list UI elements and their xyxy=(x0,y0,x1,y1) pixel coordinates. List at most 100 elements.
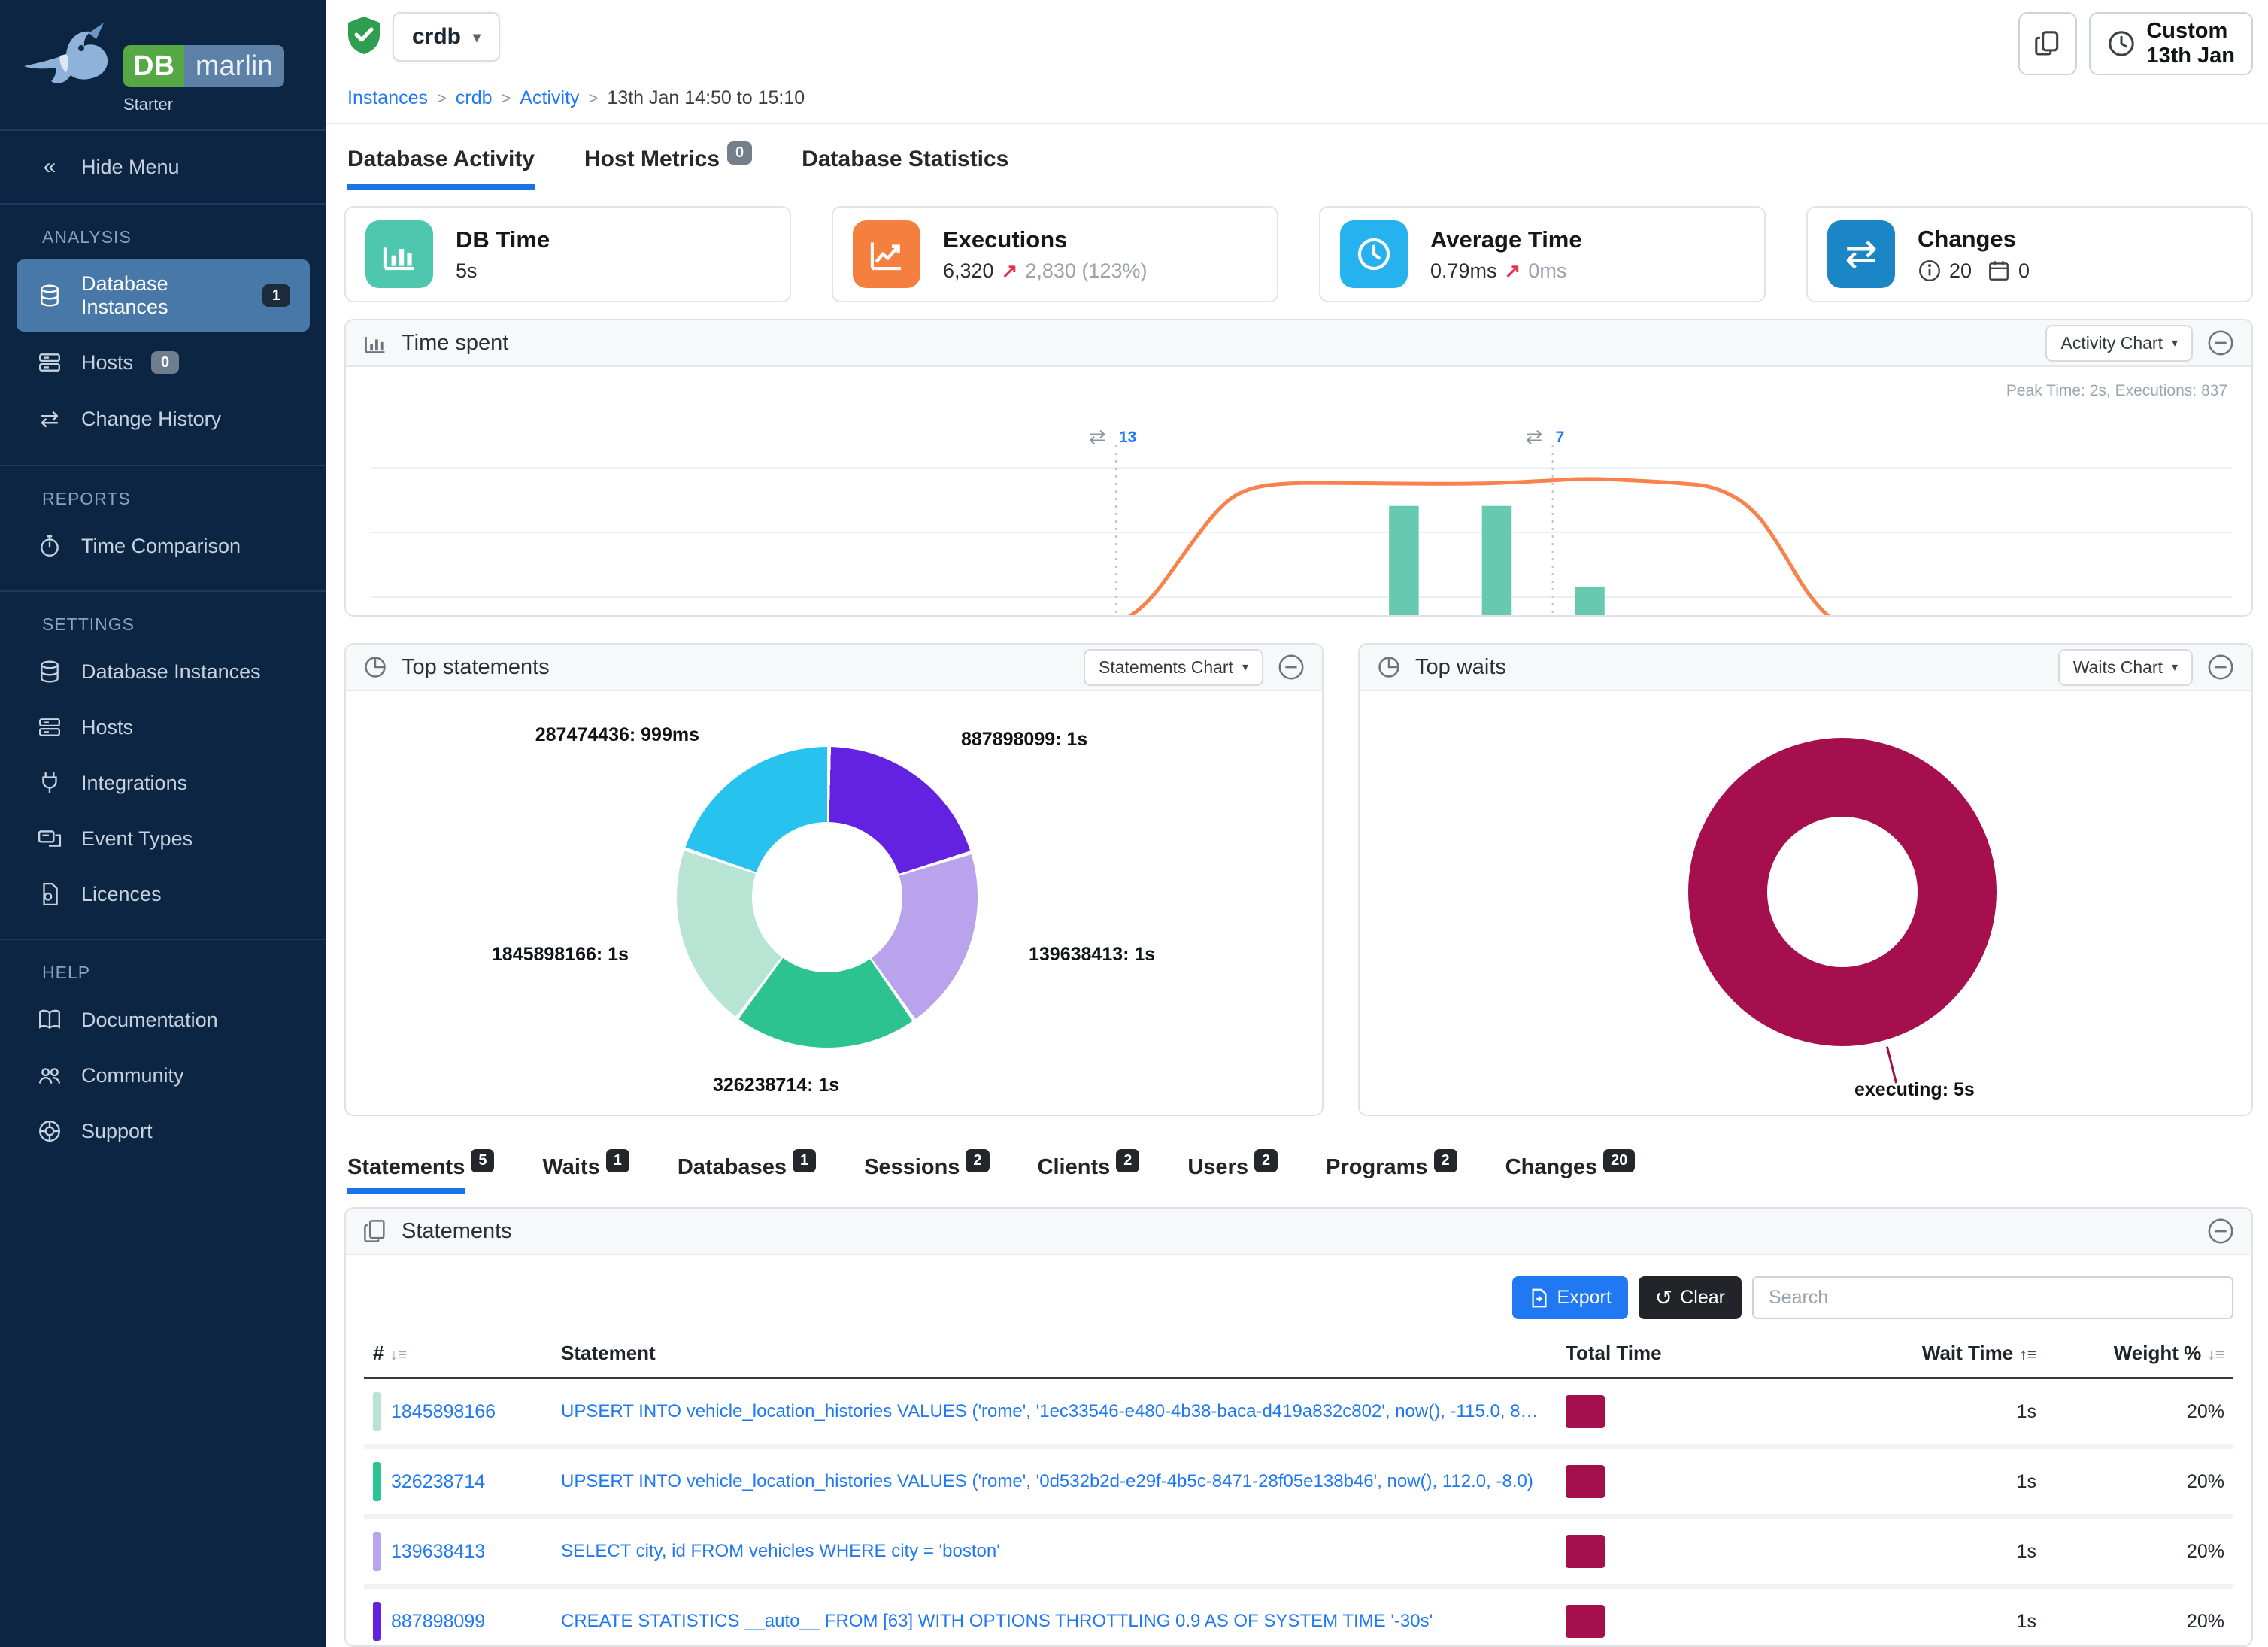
waits-chart-selector[interactable]: Waits Chart ▾ xyxy=(2057,648,2193,686)
copy-link-button[interactable] xyxy=(2018,12,2078,75)
statement-text-link[interactable]: CREATE STATISTICS __auto__ FROM [63] WIT… xyxy=(561,1611,1433,1632)
breadcrumb-activity[interactable]: Activity xyxy=(520,87,580,108)
card-title: DB Time xyxy=(456,226,550,253)
event-types-icon xyxy=(38,830,62,847)
tab-database-statistics[interactable]: Database Statistics xyxy=(802,147,1009,171)
breadcrumb-instance[interactable]: crdb xyxy=(455,87,493,108)
statement-id-link[interactable]: 1845898166 xyxy=(391,1400,496,1422)
collapse-panel-button[interactable] xyxy=(2206,653,2235,681)
statement-slice-label: 326238714: 1s xyxy=(713,1075,840,1096)
time-range-button[interactable]: Custom 13th Jan xyxy=(2089,12,2253,75)
collapse-panel-button[interactable] xyxy=(2206,329,2235,357)
book-icon xyxy=(39,1009,60,1030)
export-button[interactable]: Export xyxy=(1511,1276,1628,1320)
column-header-total-time[interactable]: Total Time xyxy=(1557,1327,1684,1380)
column-header-id[interactable]: # ↓≡ xyxy=(364,1327,552,1380)
statement-text-link[interactable]: SELECT city, id FROM vehicles WHERE city… xyxy=(561,1541,1000,1562)
breadcrumb-time-range: 13th Jan 14:50 to 15:10 xyxy=(607,87,805,108)
sidebar-item-licences[interactable]: Licences xyxy=(17,869,310,919)
collapse-panel-button[interactable] xyxy=(2206,1217,2235,1245)
changes-calendar-count: 0 xyxy=(2018,259,2030,282)
statements-panel: Statements Export ↺ Clear #↓ xyxy=(344,1207,2253,1647)
detail-tab-waits[interactable]: Waits 1 xyxy=(542,1149,629,1181)
tab-count-badge: 2 xyxy=(966,1149,990,1173)
top-waits-panel: Top waits Waits Chart ▾ executing: 5s xyxy=(1358,643,2253,1117)
time-spent-chart-area: Peak Time: 2s, Executions: 837 ⇄13⇄714:5… xyxy=(346,367,2251,617)
statement-color-bar xyxy=(373,1462,381,1502)
time-spent-panel: Time spent Activity Chart ▾ Peak Time: 2s… xyxy=(344,319,2253,617)
dbmarlin-logo: DB marlin Starter xyxy=(0,0,326,129)
donut-label-leader xyxy=(1885,1046,1898,1084)
statement-text-link[interactable]: UPSERT INTO vehicle_location_histories V… xyxy=(561,1401,1548,1422)
detail-tab-users[interactable]: Users 2 xyxy=(1187,1149,1278,1181)
card-title: Executions xyxy=(943,226,1068,253)
statement-id-link[interactable]: 326238714 xyxy=(391,1470,486,1492)
statement-id-link[interactable]: 887898099 xyxy=(391,1610,486,1632)
sidebar-item-change-history[interactable]: ⇄ Change History xyxy=(17,393,310,445)
detail-tab-statements[interactable]: Statements 5 xyxy=(347,1149,495,1194)
detail-tab-changes[interactable]: Changes 20 xyxy=(1505,1149,1636,1181)
host-metrics-badge: 0 xyxy=(727,141,753,165)
total-time-bar xyxy=(1566,1395,1605,1429)
sidebar-item-event-types[interactable]: Event Types xyxy=(17,814,310,863)
wait-time-value: 1s xyxy=(2016,1470,2036,1492)
minus-circle-icon xyxy=(2208,330,2233,356)
brand-marlin: marlin xyxy=(183,45,285,87)
detail-tab-sessions[interactable]: Sessions 2 xyxy=(864,1149,990,1181)
statements-header: Statements xyxy=(346,1209,2251,1256)
sidebar-item-label: Time Comparison xyxy=(81,534,241,557)
sidebar-item-community[interactable]: Community xyxy=(17,1051,310,1100)
weight-value: 20% xyxy=(2186,1540,2224,1562)
stopwatch-icon xyxy=(41,535,59,557)
collapse-panel-button[interactable] xyxy=(1277,653,1305,681)
sidebar-item-settings-database-instances[interactable]: Database Instances xyxy=(17,647,310,696)
brand-db: DB xyxy=(123,45,184,87)
search-input[interactable] xyxy=(1752,1276,2233,1320)
statement-slice-label: 139638413: 1s xyxy=(1029,944,1156,966)
change-history-icon: ⇄ xyxy=(40,407,59,432)
hide-menu-button[interactable]: « Hide Menu xyxy=(17,141,310,193)
top-statements-chart: 887898099: 1s 139638413: 1s 326238714: 1s 1… xyxy=(346,691,1322,1115)
sidebar-item-support[interactable]: Support xyxy=(17,1106,310,1156)
detail-tab-clients[interactable]: Clients 2 xyxy=(1038,1149,1140,1181)
weight-value: 20% xyxy=(2186,1470,2224,1492)
detail-tab-programs[interactable]: Programs 2 xyxy=(1326,1149,1457,1181)
clock-icon xyxy=(2109,31,2135,56)
statement-id-link[interactable]: 139638413 xyxy=(391,1540,486,1562)
statement-text-link[interactable]: UPSERT INTO vehicle_location_histories V… xyxy=(561,1471,1533,1492)
tab-host-metrics[interactable]: Host Metrics 0 xyxy=(584,141,753,190)
top-statements-donut[interactable] xyxy=(677,747,978,1048)
top-statements-panel: Top statements Statements Chart ▾ 8878980… xyxy=(344,643,1324,1117)
column-header-wait-time[interactable]: Wait Time ↑≡ xyxy=(1684,1327,2045,1380)
settings-section-title: SETTINGS xyxy=(42,614,135,634)
statement-color-bar xyxy=(373,1392,381,1432)
sidebar-item-hosts[interactable]: Hosts 0 xyxy=(17,338,310,387)
detail-tab-databases[interactable]: Databases 1 xyxy=(678,1149,817,1181)
top-bar: crdb ▾ Custom 13th Jan xyxy=(344,0,2253,75)
instance-selector[interactable]: crdb ▾ xyxy=(393,12,501,62)
tab-count-badge: 2 xyxy=(1254,1149,1278,1173)
peak-note: Peak Time: 2s, Executions: 837 xyxy=(2006,382,2227,399)
statement-slice-label: 287474436: 999ms xyxy=(535,724,699,746)
change-annotation-icon: ⇄ xyxy=(1089,426,1106,448)
top-waits-donut[interactable] xyxy=(1688,738,1997,1047)
activity-chart-selector[interactable]: Activity Chart ▾ xyxy=(2045,324,2193,362)
tab-database-activity[interactable]: Database Activity xyxy=(347,147,535,190)
sidebar-item-settings-hosts[interactable]: Hosts xyxy=(17,702,310,752)
total-time-bar xyxy=(1566,1465,1605,1499)
sidebar-item-documentation[interactable]: Documentation xyxy=(17,995,310,1045)
statement-color-bar xyxy=(373,1602,381,1642)
statements-chart-selector[interactable]: Statements Chart ▾ xyxy=(1084,648,1263,686)
sidebar-item-integrations[interactable]: Integrations xyxy=(17,758,310,808)
column-header-weight[interactable]: Weight % ↓≡ xyxy=(2045,1327,2233,1380)
time-spent-chart[interactable]: ⇄13⇄714:5014:5515:0015:05 xyxy=(371,411,2232,617)
sidebar-item-database-instances[interactable]: Database Instances 1 xyxy=(17,259,310,332)
sidebar-item-time-comparison[interactable]: Time Comparison xyxy=(17,521,310,571)
divider xyxy=(0,129,326,131)
reports-section-title: REPORTS xyxy=(42,489,131,508)
column-header-statement[interactable]: Statement xyxy=(552,1327,1557,1380)
statements-icon xyxy=(364,1220,385,1243)
breadcrumb-instances[interactable]: Instances xyxy=(347,87,429,108)
line-chart-icon xyxy=(853,220,920,288)
clear-button[interactable]: ↺ Clear xyxy=(1638,1276,1742,1320)
